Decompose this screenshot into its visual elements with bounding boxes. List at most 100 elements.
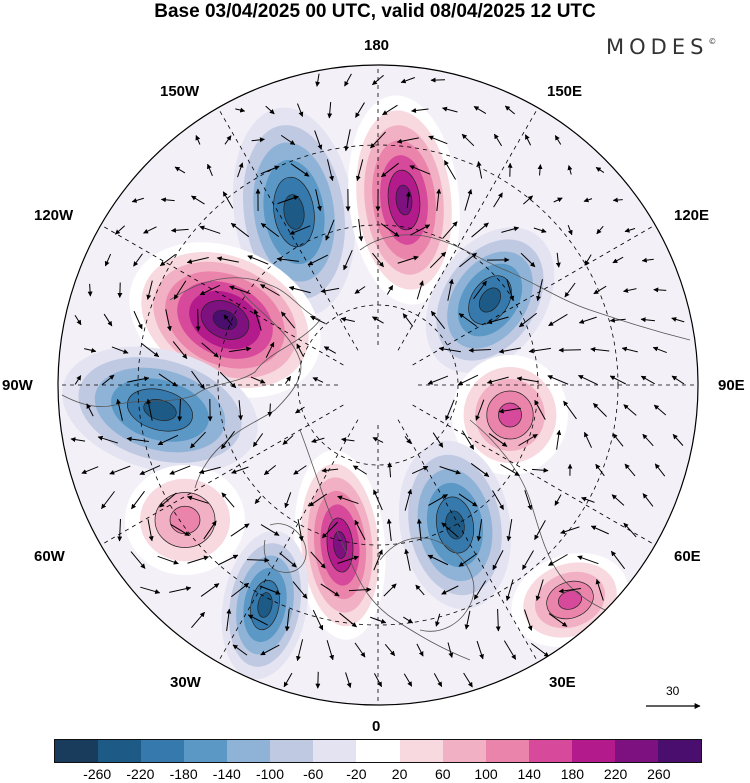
wind-arrow: [654, 463, 666, 477]
wind-arrow: [560, 526, 580, 535]
wind-arrow: [623, 522, 637, 538]
wind-arrow: [610, 550, 626, 570]
lon-label-0: 0: [372, 718, 381, 735]
wind-arrow: [430, 310, 446, 330]
wind-arrow: [84, 347, 97, 353]
wind-arrow: [326, 159, 334, 182]
wind-arrow: [518, 433, 538, 447]
wind-arrow: [126, 436, 149, 443]
wind-arrow: [380, 162, 399, 178]
wind-arrow: [187, 555, 209, 564]
wind-arrow: [653, 404, 667, 416]
wind-arrow: [86, 403, 94, 417]
wind-arrow: [74, 375, 82, 385]
wind-arrow: [159, 492, 177, 508]
wind-arrow: [652, 346, 667, 354]
wind-arrow: [500, 464, 520, 476]
wind-arrow: [169, 586, 192, 593]
wind-arrow: [315, 73, 321, 87]
wind-arrow: [373, 489, 383, 511]
wind-arrow: [133, 310, 143, 330]
wind-arrow: [314, 130, 323, 150]
wind-arrow: [341, 437, 355, 443]
wind-arrow: [623, 287, 637, 293]
wind-arrow: [640, 317, 655, 323]
wind-arrow: [488, 433, 508, 447]
wind-arrow: [405, 191, 411, 209]
wind-arrow: [198, 466, 221, 475]
wind-arrow: [348, 587, 372, 593]
wind-arrow: [443, 160, 457, 180]
colorbar-swatch: [571, 740, 615, 762]
wind-arrow: [554, 494, 562, 506]
wind-arrow: [435, 613, 441, 627]
wind-arrow: [280, 311, 296, 329]
wind-arrow: [235, 107, 246, 113]
wind-arrow: [581, 496, 595, 503]
wind-arrow: [373, 673, 383, 688]
wind-arrow: [372, 252, 384, 268]
wind-arrow: [458, 313, 478, 327]
wind-arrow: [200, 583, 220, 597]
wind-arrow: [146, 280, 153, 300]
wind-arrow: [468, 347, 492, 353]
wind-arrow: [427, 375, 449, 385]
colorbar-tick-label: -140: [212, 766, 241, 782]
colorbar-swatch: [98, 740, 142, 762]
colorbar-tick-label: 180: [560, 766, 585, 782]
map-title: Base 03/04/2025 00 UTC, valid 08/04/2025…: [154, 1, 596, 22]
colorbar-tick-label: -260: [83, 766, 112, 782]
wind-arrow: [486, 376, 509, 385]
wind-arrow: [229, 285, 251, 295]
colorbar-swatch: [184, 740, 228, 762]
wind-arrow: [492, 550, 504, 571]
wind-arrow: [506, 519, 513, 542]
wind-arrow: [355, 102, 365, 118]
wind-arrow: [190, 431, 206, 449]
wind-arrow: [476, 519, 483, 542]
wind-arrow: [308, 493, 328, 507]
wind-arrow: [284, 492, 292, 509]
wind-arrow: [383, 583, 397, 597]
colorbar-tick-label: -180: [169, 766, 198, 782]
wind-arrow: [232, 644, 248, 656]
meridian-line: [217, 107, 359, 351]
wind-arrow: [548, 554, 568, 566]
wind-arrow: [320, 287, 340, 294]
wind-arrow: [671, 375, 685, 385]
wind-arrow: [623, 404, 637, 416]
wind-arrow: [326, 640, 335, 661]
wind-arrow: [104, 253, 112, 267]
wind-arrow: [396, 137, 419, 144]
lon-label-30e: 30E: [549, 674, 576, 691]
wind-arrow: [247, 255, 269, 265]
wind-arrow: [295, 406, 305, 414]
wind-arrow: [223, 314, 233, 326]
wind-arrow: [373, 549, 383, 571]
wind-arrow: [260, 284, 280, 296]
wind-arrow: [590, 346, 610, 352]
wind-arrow: [518, 312, 537, 328]
wind-arrow: [231, 466, 249, 474]
wind-arrow: [81, 466, 99, 474]
colorbar-swatch: [485, 740, 529, 762]
wind-arrow: [416, 643, 424, 657]
wind-arrow: [671, 317, 685, 323]
wind-arrow: [442, 106, 458, 113]
wind-arrow: [158, 373, 178, 387]
wind-arrow: [292, 581, 308, 599]
wind-arrow: [279, 552, 297, 568]
wind-arrow: [260, 524, 280, 536]
wind-arrow: [337, 555, 359, 564]
wind-arrow: [522, 550, 534, 570]
wind-arrow: [345, 672, 352, 689]
wind-arrow: [146, 398, 153, 421]
wind-arrow: [289, 225, 311, 235]
wind-arrow: [284, 609, 290, 632]
colorbar: [54, 739, 702, 763]
wind-arrow: [611, 494, 625, 506]
wind-arrow: [505, 579, 514, 602]
wind-arrow: [284, 375, 292, 384]
copyright-mark: ©: [708, 37, 717, 46]
